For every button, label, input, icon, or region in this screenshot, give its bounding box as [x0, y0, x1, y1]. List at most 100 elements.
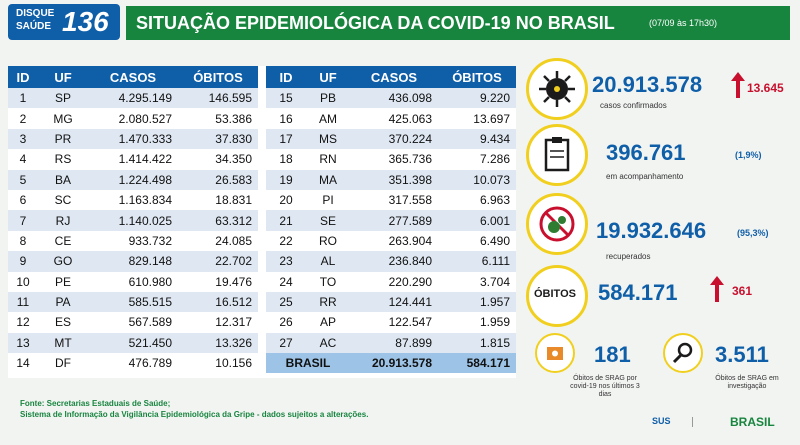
cell-deaths: 146.595: [178, 88, 258, 109]
cell-deaths: 7.286: [438, 149, 516, 170]
table-row: 21 SE 277.589 6.001: [266, 210, 516, 231]
table-row: 18 RN 365.736 7.286: [266, 149, 516, 170]
table-row: 22 RO 263.904 6.490: [266, 230, 516, 252]
table-row: 25 RR 124.441 1.957: [266, 291, 516, 313]
cell-deaths: 18.831: [178, 189, 258, 211]
clipboard-icon: [544, 137, 570, 172]
cell-deaths: 6.490: [438, 230, 516, 252]
monitoring-label: em acompanhamento: [606, 172, 684, 181]
srag-deaths-total: 181: [594, 342, 631, 367]
deaths-new: 361: [732, 284, 753, 298]
cell-uf: PR: [38, 128, 88, 150]
cell-deaths: 3.704: [438, 271, 516, 292]
cell-cases: 1.414.422: [88, 149, 178, 170]
cell-deaths: 26.583: [178, 169, 258, 190]
cell-uf: SC: [38, 189, 88, 211]
cell-cases: 2.080.527: [88, 108, 178, 129]
cell-id: 4: [8, 149, 38, 170]
cell-id: 14: [8, 353, 38, 374]
cell-id: 9: [8, 251, 38, 272]
cell-cases: 365.736: [350, 149, 438, 170]
cell-id: 27: [266, 332, 306, 354]
table-row: 10 PE 610.980 19.476: [8, 271, 258, 292]
table-row: 6 SC 1.163.834 18.831: [8, 189, 258, 211]
cell-cases: 476.789: [88, 353, 178, 374]
cell-id: 10: [8, 271, 38, 292]
page-title: SITUAÇÃO EPIDEMIOLÓGICA DA COVID-19 NO B…: [136, 13, 615, 33]
srag-investigation-total: 3.511: [715, 342, 769, 367]
title-bar: SITUAÇÃO EPIDEMIOLÓGICA DA COVID-19 NO B…: [126, 6, 790, 40]
cell-cases: 567.589: [88, 312, 178, 333]
cell-deaths: 6.001: [438, 210, 516, 231]
cell-cases: 317.558: [350, 189, 438, 211]
footer-line2: Sistema de Informação da Vigilância Epid…: [20, 410, 369, 419]
cell-uf: SE: [306, 210, 350, 231]
cell-id: 21: [266, 210, 306, 231]
table-row: 24 TO 220.290 3.704: [266, 271, 516, 292]
cell-cases: 87.899: [350, 332, 438, 354]
cell-id: 22: [266, 230, 306, 252]
srag-investigation-label: Óbitos de SRAG em investigação: [715, 375, 779, 390]
cell-uf: AM: [306, 108, 350, 129]
cell-id: 17: [266, 128, 306, 150]
states-table-left: ID UF CASOS ÓBITOS 1 SP 4.295.149 146.595 2 M…: [8, 66, 258, 374]
cell-uf: MG: [38, 108, 88, 129]
cell-cases: 425.063: [350, 108, 438, 129]
table-row: 2 MG 2.080.527 53.386: [8, 108, 258, 129]
cell-deaths: 1.815: [438, 332, 516, 354]
confirmed-badge: [526, 58, 588, 120]
monitoring-total: 396.761: [606, 140, 686, 165]
cell-id: 24: [266, 271, 306, 292]
cell-id: 11: [8, 291, 38, 313]
cell-cases: 521.450: [88, 332, 178, 354]
cell-uf: PI: [306, 189, 350, 211]
table-row: 23 AL 236.840 6.111: [266, 251, 516, 272]
report-date: (07/09 às 17h30): [649, 18, 718, 28]
cell-cases: 263.904: [350, 230, 438, 252]
cell-id: 20: [266, 189, 306, 211]
col-deaths: ÓBITOS: [178, 66, 258, 88]
monitoring-percent: (1,9%): [735, 150, 762, 160]
srag-deaths-badge: [535, 333, 575, 373]
cell-deaths: 63.312: [178, 210, 258, 231]
cell-cases: 277.589: [350, 210, 438, 231]
table-row: 8 CE 933.732 24.085: [8, 230, 258, 252]
arrow-up-icon: [710, 276, 724, 302]
table-row: 4 RS 1.414.422 34.350: [8, 149, 258, 170]
cell-uf: AC: [306, 332, 350, 354]
cell-deaths: 13.326: [178, 332, 258, 354]
logo-line2: SAÚDE: [16, 21, 52, 32]
ministry-logo: [692, 417, 713, 427]
table-row: 16 AM 425.063 13.697: [266, 108, 516, 129]
table-row: 5 BA 1.224.498 26.583: [8, 169, 258, 190]
header: DISQUE SAÚDE 136 SITUAÇÃO EPIDEMIOLÓGICA…: [0, 0, 800, 46]
cell-deaths: 1.957: [438, 291, 516, 313]
srag-investigation-badge: [663, 333, 703, 373]
logo-line1: DISQUE: [16, 8, 55, 19]
cell-deaths: 1.959: [438, 312, 516, 333]
cell-deaths: 53.386: [178, 108, 258, 129]
cell-deaths: 37.830: [178, 128, 258, 150]
cell-cases: 236.840: [350, 251, 438, 272]
cell-deaths: 13.697: [438, 108, 516, 129]
table-row: 1 SP 4.295.149 146.595: [8, 88, 258, 109]
recovered-badge: [526, 193, 588, 255]
cell-id: 13: [8, 332, 38, 354]
table-row: 7 RJ 1.140.025 63.312: [8, 210, 258, 231]
cell-cases: 1.163.834: [88, 189, 178, 211]
cell-deaths: 16.512: [178, 291, 258, 313]
cell-uf: SP: [38, 88, 88, 109]
col-id: ID: [8, 66, 38, 88]
cell-deaths: 6.963: [438, 189, 516, 211]
table-row: 13 MT 521.450 13.326: [8, 332, 258, 354]
deaths-label: ÓBITOS: [534, 288, 576, 300]
cell-uf: TO: [306, 271, 350, 292]
calendar-icon: [547, 347, 563, 360]
cell-deaths: 10.073: [438, 169, 516, 190]
arrow-up-icon: [731, 72, 745, 98]
cell-deaths: 12.317: [178, 312, 258, 333]
cell-id: 7: [8, 210, 38, 231]
cell-uf: PB: [306, 88, 350, 109]
cell-cases: 436.098: [350, 88, 438, 109]
table-row: 15 PB 436.098 9.220: [266, 88, 516, 109]
